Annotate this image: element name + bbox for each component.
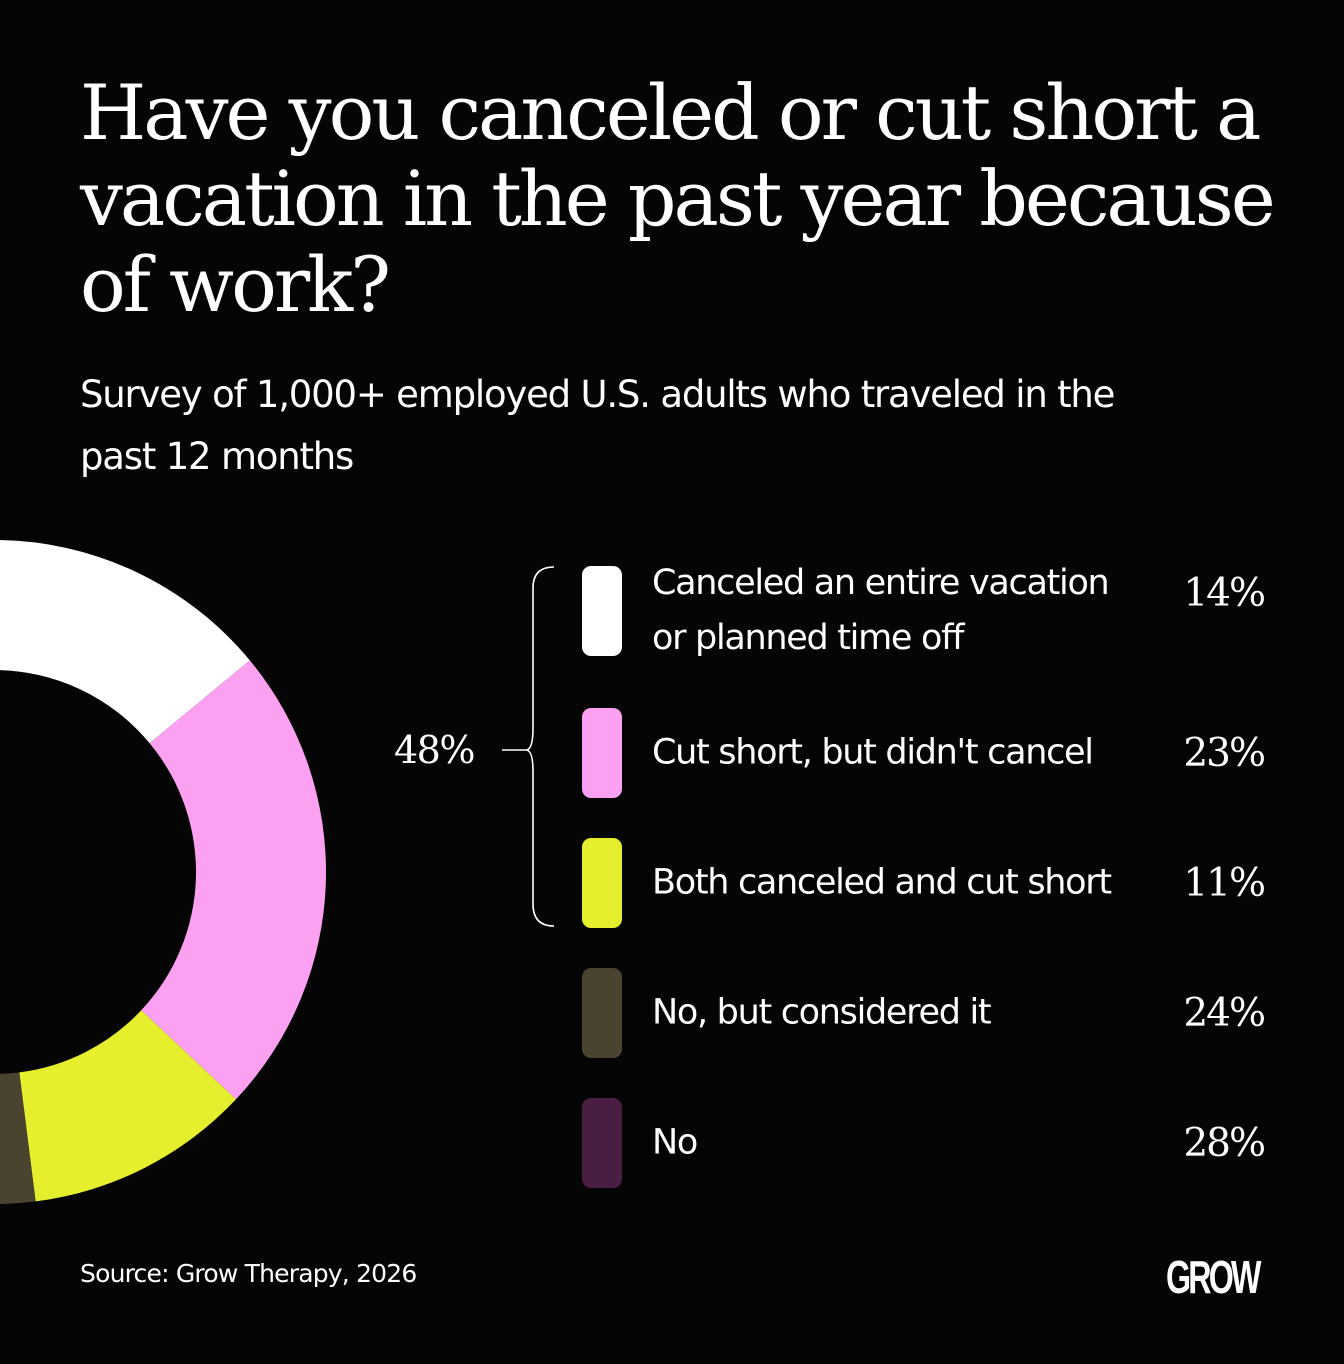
- legend-swatch-considered: [582, 968, 622, 1058]
- legend-value-no: 28%: [1183, 1121, 1266, 1166]
- legend-label-both: Both canceled and cut short: [652, 862, 1112, 903]
- legend-item-considered: No, but considered it 24%: [582, 968, 1272, 1058]
- legend-swatch-canceled-entire: [582, 566, 622, 656]
- donut-slice-considered: [0, 1072, 36, 1204]
- legend-item-canceled-entire: Canceled an entire vacation or planned t…: [582, 563, 1272, 658]
- legend-label-canceled-entire: Canceled an entire vacation or planned t…: [652, 563, 1110, 658]
- legend-item-no: No 28%: [582, 1098, 1272, 1188]
- legend-value-canceled-entire: 14%: [1183, 571, 1266, 616]
- source-note: Source: Grow Therapy, 2026: [80, 1259, 417, 1288]
- donut-slice-cut-short: [141, 660, 326, 1100]
- legend-value-considered: 24%: [1183, 991, 1266, 1036]
- donut-slice-both: [19, 1010, 237, 1202]
- legend-value-cut-short: 23%: [1183, 731, 1266, 776]
- legend-item-both: Both canceled and cut short 11%: [582, 838, 1272, 928]
- chart-title: Have you canceled or cut short a vacatio…: [80, 68, 1276, 329]
- legend-item-cut-short: Cut short, but didn't cancel 23%: [582, 708, 1272, 798]
- donut-chart: [0, 540, 326, 1204]
- legend-swatch-cut-short: [582, 708, 622, 798]
- legend-value-both: 11%: [1183, 861, 1266, 906]
- legend-swatch-no: [582, 1098, 622, 1188]
- legend-label-considered: No, but considered it: [652, 992, 992, 1033]
- group-bracket: [502, 566, 555, 927]
- legend-label-no: No: [652, 1122, 698, 1163]
- legend-swatch-both: [582, 838, 622, 928]
- chart-subtitle: Survey of 1,000+ employed U.S. adults wh…: [80, 373, 1115, 478]
- grow-logo: GROW: [1166, 1251, 1261, 1303]
- donut-slice-canceled-entire: [0, 540, 250, 744]
- legend-label-cut-short: Cut short, but didn't cancel: [652, 732, 1094, 773]
- group-total-label: 48%: [394, 728, 475, 772]
